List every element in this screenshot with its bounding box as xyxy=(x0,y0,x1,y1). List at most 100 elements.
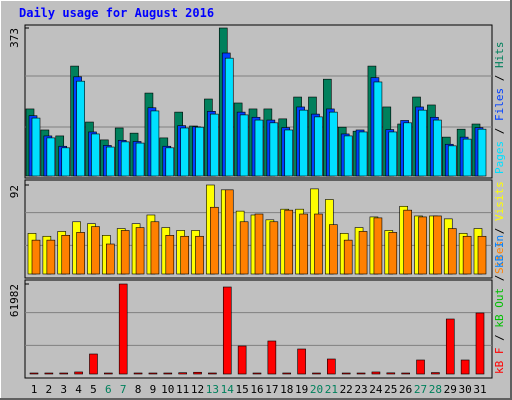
bar xyxy=(477,128,487,177)
y-tick-label: 61982 xyxy=(8,284,21,317)
x-tick-label: 8 xyxy=(135,383,142,396)
bar xyxy=(104,372,113,375)
legend: Sites / Visits xyxy=(493,181,506,274)
bar xyxy=(224,57,234,177)
bar xyxy=(269,221,279,275)
legend-entry: Sites xyxy=(493,241,506,274)
bar xyxy=(314,116,323,177)
legend-separator: / xyxy=(493,328,506,348)
bar xyxy=(44,372,54,375)
bar xyxy=(165,147,175,177)
x-tick-label: 12 xyxy=(191,383,204,396)
bar xyxy=(254,119,264,177)
bar xyxy=(267,340,277,375)
x-tick-label: 6 xyxy=(105,383,112,396)
bar xyxy=(224,189,234,275)
bar xyxy=(462,235,472,275)
legend-separator: / xyxy=(493,68,506,88)
x-tick-label: 19 xyxy=(295,383,308,396)
bar xyxy=(371,371,381,375)
bar xyxy=(120,230,130,275)
bar xyxy=(61,147,71,177)
bar xyxy=(165,235,175,275)
bar xyxy=(314,213,323,275)
bar xyxy=(193,371,202,375)
bar xyxy=(208,372,217,375)
y-tick-label: 373 xyxy=(8,28,21,48)
x-tick-label: 28 xyxy=(429,383,442,396)
bar xyxy=(329,111,338,177)
bar xyxy=(254,213,264,275)
legend-entry: kB Out xyxy=(493,288,506,328)
bar xyxy=(269,122,279,177)
bar xyxy=(358,231,368,275)
bar xyxy=(163,372,173,375)
bar xyxy=(447,228,457,275)
bar xyxy=(76,232,85,275)
y-tick-label: 92 xyxy=(8,185,21,198)
legend-entry: kB F xyxy=(493,348,506,375)
legend-separator: / xyxy=(493,221,506,241)
bar xyxy=(148,372,158,375)
bar xyxy=(284,129,294,177)
bar xyxy=(373,81,383,177)
x-tick-label: 15 xyxy=(236,383,249,396)
x-tick-label: 1 xyxy=(31,383,38,396)
bar xyxy=(460,359,470,375)
bar xyxy=(195,235,204,275)
x-tick-label: 7 xyxy=(120,383,127,396)
bar xyxy=(31,239,41,275)
bar xyxy=(388,232,398,275)
legend-entry: Hits xyxy=(493,42,506,69)
bar xyxy=(195,126,204,177)
x-tick-label: 20 xyxy=(310,383,323,396)
chart-title: Daily usage for August 2016 xyxy=(19,6,214,20)
bar xyxy=(312,372,321,375)
bar xyxy=(358,131,368,177)
bar xyxy=(74,371,83,375)
bar xyxy=(106,146,115,177)
bar xyxy=(210,113,219,177)
bar xyxy=(135,227,145,275)
x-tick-label: 4 xyxy=(75,383,82,396)
legend: kB F / kB Out / kB In xyxy=(493,235,506,374)
x-tick-label: 29 xyxy=(444,383,457,396)
bar xyxy=(388,131,398,177)
bar xyxy=(475,312,485,375)
panel xyxy=(24,279,493,379)
bar xyxy=(133,372,143,375)
bar xyxy=(433,215,442,275)
bar xyxy=(89,353,98,375)
bar xyxy=(76,80,85,177)
bar xyxy=(329,224,338,275)
bar xyxy=(120,141,130,177)
bar xyxy=(59,372,69,375)
bar xyxy=(180,235,189,275)
bar xyxy=(431,372,440,375)
x-tick-label: 5 xyxy=(90,383,97,396)
x-tick-label: 22 xyxy=(340,383,353,396)
bar xyxy=(418,109,427,177)
bar xyxy=(418,216,427,275)
bar xyxy=(237,345,247,375)
bar xyxy=(61,235,71,275)
legend-separator: / xyxy=(493,121,506,141)
bar xyxy=(445,318,455,375)
bar xyxy=(150,221,160,275)
legend: Pages / Files / Hits xyxy=(493,42,506,175)
bar xyxy=(343,135,353,177)
x-tick-label: 3 xyxy=(60,383,67,396)
x-tick-label: 21 xyxy=(325,383,338,396)
bar xyxy=(282,372,292,375)
bar xyxy=(462,138,472,177)
bar xyxy=(343,239,353,275)
x-tick-label: 14 xyxy=(221,383,235,396)
x-tick-label: 24 xyxy=(369,383,383,396)
bar xyxy=(403,122,412,177)
x-tick-label: 18 xyxy=(280,383,293,396)
legend-entry: Pages xyxy=(493,141,506,174)
bar xyxy=(91,226,100,275)
bar xyxy=(299,109,308,177)
